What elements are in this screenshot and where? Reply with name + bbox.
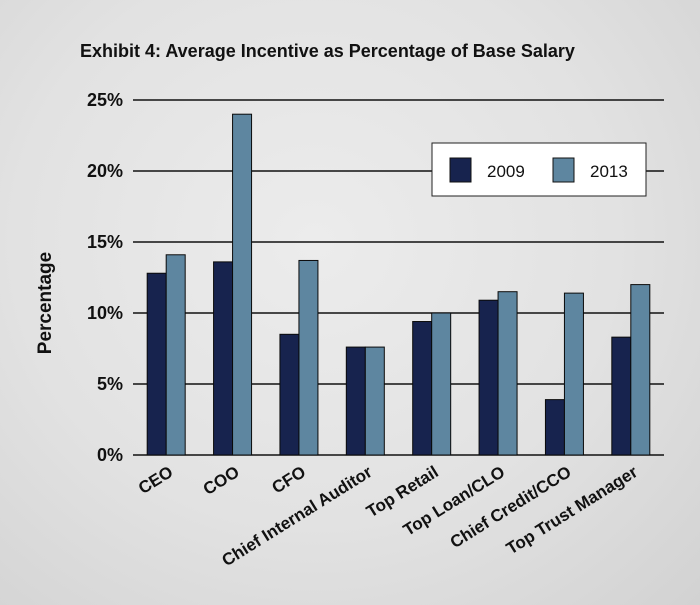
x-tick-label: CFO [269, 462, 310, 497]
bar-2013-top-trust-manager [630, 284, 651, 456]
legend-label-2013: 2013 [590, 162, 628, 181]
bar-2013-top-loan-clo [497, 291, 518, 456]
legend-swatch-2009 [449, 157, 472, 183]
x-tick-label: COO [200, 462, 243, 499]
y-tick-label: 5% [97, 374, 123, 394]
bar-2009-top-trust-manager [611, 336, 632, 456]
legend-label-2009: 2009 [487, 162, 525, 181]
legend-swatch-2013 [552, 157, 575, 183]
y-tick-label: 20% [87, 161, 123, 181]
bar-2009-top-retail [412, 321, 433, 456]
y-tick-label: 10% [87, 303, 123, 323]
bar-2009-coo [213, 261, 234, 456]
bar-2009-chief-credit-cco [544, 399, 565, 456]
bar-2013-cfo [298, 259, 319, 456]
chart-title: Exhibit 4: Average Incentive as Percenta… [80, 41, 575, 61]
y-tick-label: 25% [87, 90, 123, 110]
x-tick-label: CEO [135, 462, 176, 498]
bar-2013-chief-internal-auditor [364, 346, 385, 456]
bar-2013-chief-credit-cco [563, 292, 584, 456]
y-tick-label: 0% [97, 445, 123, 465]
legend-box [431, 142, 647, 197]
bar-2009-ceo [146, 272, 167, 456]
bar-2009-cfo [279, 333, 300, 456]
bars [146, 113, 651, 456]
y-axis-label: Percentage [35, 252, 56, 354]
legend: 2009 2013 [431, 142, 647, 197]
bar-2009-top-loan-clo [478, 299, 499, 456]
y-tick-label: 15% [87, 232, 123, 252]
bar-2009-chief-internal-auditor [345, 346, 366, 456]
bar-2013-coo [232, 113, 253, 456]
bar-2013-top-retail [431, 312, 452, 456]
bar-2013-ceo [165, 254, 186, 456]
